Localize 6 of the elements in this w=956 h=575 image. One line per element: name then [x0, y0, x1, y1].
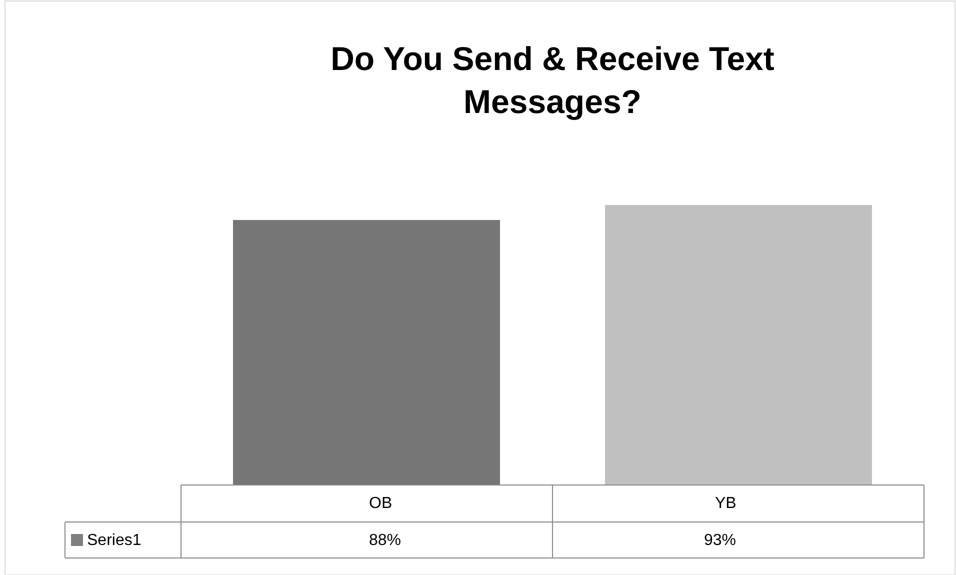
x-tick-label: YB [715, 495, 736, 512]
data-label: 88% [369, 532, 402, 549]
legend-label: Series1 [87, 532, 142, 549]
data-label: 93% [704, 532, 736, 549]
x-tick-label: OB [369, 495, 392, 512]
chart-title: Do You Send & Receive Text Messages? [330, 40, 774, 120]
